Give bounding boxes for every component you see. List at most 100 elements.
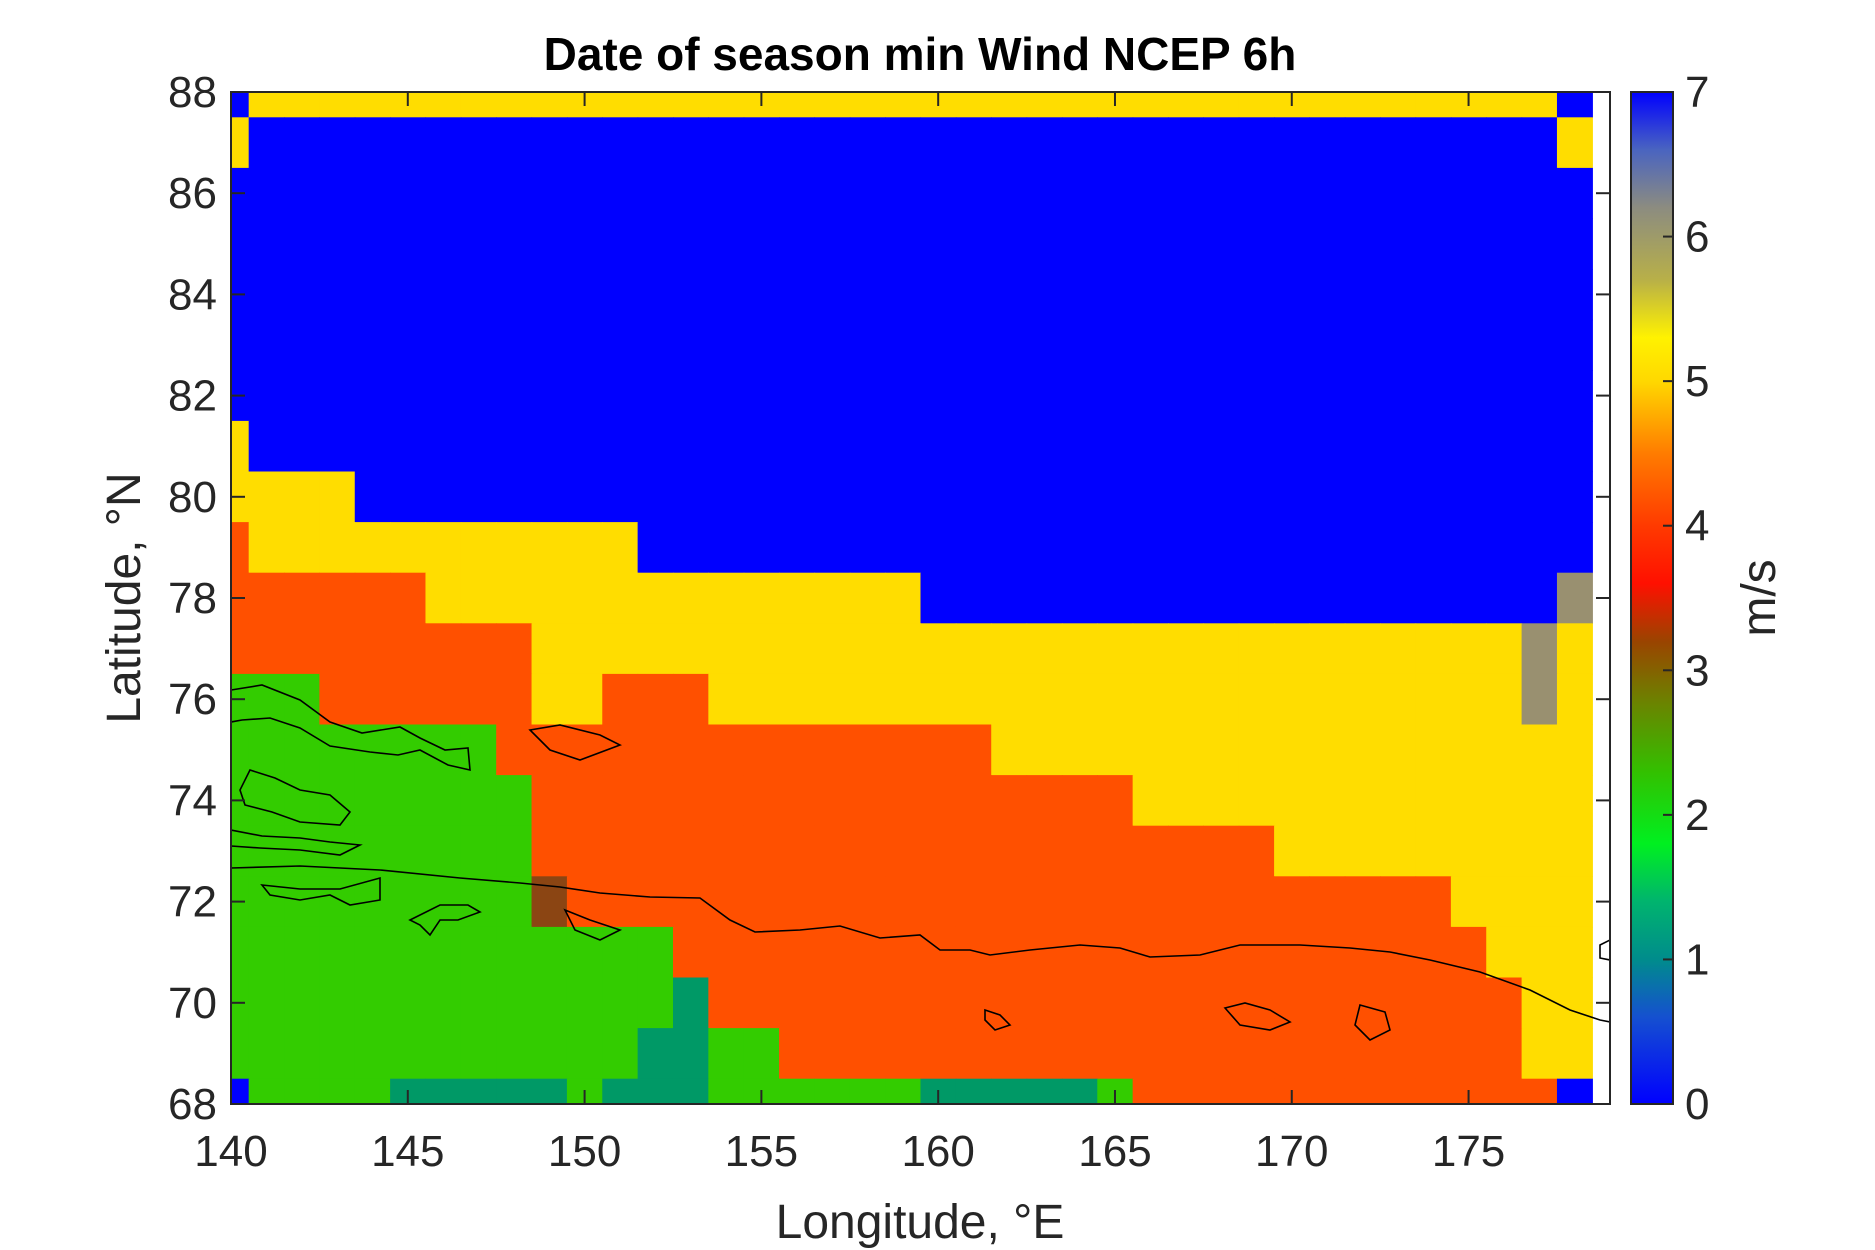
heatmap-cell <box>1274 218 1311 270</box>
heatmap-cell <box>1061 218 1098 270</box>
heatmap-cell <box>1026 825 1063 877</box>
heatmap-cell <box>708 420 745 473</box>
heatmap-cell <box>602 926 639 979</box>
heatmap-cell <box>1061 572 1098 624</box>
heatmap-cell <box>1168 775 1204 827</box>
heatmap-cell <box>319 218 356 270</box>
heatmap-cell <box>1309 370 1346 422</box>
heatmap-cell <box>708 572 745 624</box>
heatmap-cell <box>1061 977 1098 1029</box>
colorbar-label: m/s <box>1733 559 1786 636</box>
heatmap-cell <box>991 522 1028 574</box>
heatmap-cell <box>779 775 816 827</box>
heatmap-cell <box>354 673 391 726</box>
heatmap-cell <box>425 319 462 371</box>
heatmap-cell <box>1344 926 1381 979</box>
heatmap-cell <box>248 572 285 624</box>
heatmap-cell <box>672 623 709 675</box>
heatmap-cell <box>231 319 250 371</box>
heatmap-cell <box>1238 522 1275 574</box>
heatmap-cell <box>1556 1028 1593 1080</box>
heatmap-cell <box>1026 926 1063 979</box>
heatmap-cell <box>231 117 250 169</box>
heatmap-cell <box>1274 319 1311 371</box>
heatmap-cell <box>1168 92 1204 118</box>
heatmap-cell <box>1486 319 1523 371</box>
heatmap-cell <box>708 167 745 220</box>
heatmap-cell <box>1415 1078 1452 1104</box>
heatmap-cell <box>991 420 1028 473</box>
heatmap-cell <box>1061 471 1098 523</box>
heatmap-cell <box>354 92 391 118</box>
colorbar-tick-label: 7 <box>1685 68 1709 117</box>
heatmap-cell <box>319 522 356 574</box>
heatmap-cell <box>231 926 250 979</box>
heatmap-cell <box>1415 420 1452 473</box>
heatmap-cell <box>602 1078 639 1104</box>
heatmap-cell <box>672 876 709 928</box>
heatmap-cell <box>1521 673 1558 726</box>
heatmap-cell <box>1203 420 1240 473</box>
heatmap-cell <box>496 623 533 675</box>
heatmap-cell <box>1061 92 1098 118</box>
heatmap-cell <box>1521 420 1558 473</box>
x-axis-label: Longitude, °E <box>776 1196 1065 1249</box>
heatmap-cell <box>319 977 356 1029</box>
heatmap-cell <box>1203 775 1240 827</box>
heatmap-cell <box>531 926 568 979</box>
heatmap-cell <box>1168 522 1204 574</box>
heatmap-cell <box>1238 673 1275 726</box>
heatmap-cell <box>1097 370 1134 422</box>
heatmap-cell <box>354 623 391 675</box>
heatmap-cell <box>248 117 285 169</box>
heatmap-cell <box>708 471 745 523</box>
heatmap-cell <box>1521 117 1558 169</box>
heatmap-cell <box>354 218 391 270</box>
heatmap-cell <box>955 319 992 371</box>
heatmap-cell <box>354 420 391 473</box>
heatmap-cell <box>1556 572 1593 624</box>
heatmap-cell <box>849 420 886 473</box>
heatmap-cell <box>566 724 603 776</box>
heatmap-cell <box>708 218 745 270</box>
heatmap-cell <box>955 623 992 675</box>
y-tick-label: 76 <box>168 675 217 724</box>
heatmap-cell <box>1450 420 1487 473</box>
heatmap-cell <box>531 370 568 422</box>
heatmap-cell <box>1415 572 1452 624</box>
heatmap-cell <box>531 623 568 675</box>
heatmap-cell <box>496 876 533 928</box>
heatmap-cell <box>1450 319 1487 371</box>
heatmap-cell <box>531 117 568 169</box>
heatmap-cell <box>284 370 320 422</box>
heatmap-cell <box>920 673 957 726</box>
heatmap-cell <box>1026 623 1063 675</box>
heatmap-cell <box>319 623 356 675</box>
heatmap-cell <box>814 623 851 675</box>
heatmap-cell <box>955 825 992 877</box>
heatmap-cell <box>1380 977 1417 1029</box>
heatmap-cell <box>602 825 639 877</box>
heatmap-cell <box>496 977 533 1029</box>
heatmap-cell <box>1132 977 1169 1029</box>
heatmap-cell <box>637 218 674 270</box>
heatmap-cell <box>284 471 320 523</box>
heatmap-cell <box>1061 825 1098 877</box>
heatmap-cell <box>955 673 992 726</box>
heatmap-cell <box>743 522 780 574</box>
heatmap-cell <box>637 876 674 928</box>
heatmap-cell <box>849 319 886 371</box>
heatmap-cell <box>425 269 462 321</box>
heatmap-cell <box>1309 825 1346 877</box>
heatmap-cell <box>1061 724 1098 776</box>
heatmap-cell <box>1061 269 1098 321</box>
heatmap-cell <box>354 1028 391 1080</box>
heatmap-cell <box>849 977 886 1029</box>
x-tick-label: 175 <box>1432 1127 1505 1176</box>
heatmap-cell <box>602 269 639 321</box>
heatmap-cell <box>1168 269 1204 321</box>
heatmap-cell <box>1450 926 1487 979</box>
heatmap-cell <box>672 117 709 169</box>
heatmap-cell <box>672 673 709 726</box>
heatmap-cell <box>743 876 780 928</box>
